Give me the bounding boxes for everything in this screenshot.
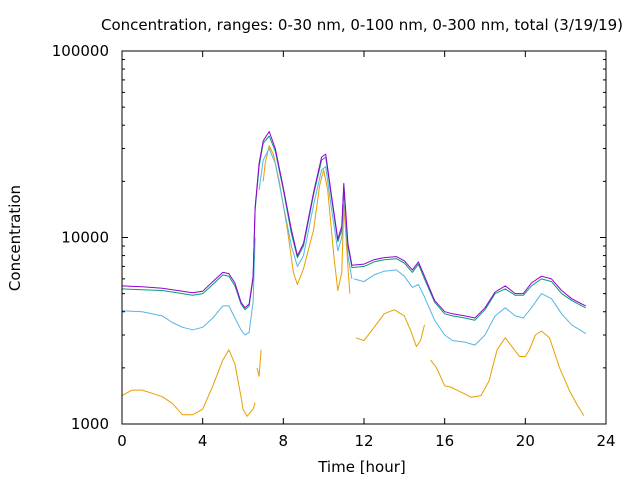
- x-axis: 0 4 8 12 16 20 24: [117, 51, 616, 450]
- series-1-line: [355, 309, 425, 348]
- series-1-line: [262, 145, 351, 294]
- series-1-line: [430, 330, 585, 416]
- x-tick-label: 24: [596, 432, 615, 450]
- series-2-line: [353, 269, 587, 346]
- series-group: [121, 131, 587, 417]
- x-tick-label: 16: [435, 432, 454, 450]
- series-3-line: [121, 135, 587, 321]
- series-1-line: [256, 349, 262, 377]
- y-tick-label: 1000: [71, 415, 109, 433]
- series-1-line: [121, 349, 256, 417]
- chart-title: Concentration, ranges: 0-30 nm, 0-100 nm…: [101, 16, 623, 34]
- series-2-line: [121, 237, 256, 336]
- x-tick-label: 4: [198, 432, 208, 450]
- x-tick-label: 8: [279, 432, 289, 450]
- x-axis-label: Time [hour]: [317, 458, 406, 476]
- plot-frame: [121, 50, 607, 425]
- x-tick-label: 12: [354, 432, 373, 450]
- y-tick-label: 100000: [52, 42, 109, 60]
- series-4-line: [121, 131, 587, 319]
- x-tick-label: 0: [117, 432, 127, 450]
- y-axis-label: Concentration: [6, 185, 24, 291]
- x-tick-label: 20: [516, 432, 535, 450]
- y-tick-label: 10000: [61, 229, 109, 247]
- y-axis: 1000 10000 100000: [52, 42, 606, 433]
